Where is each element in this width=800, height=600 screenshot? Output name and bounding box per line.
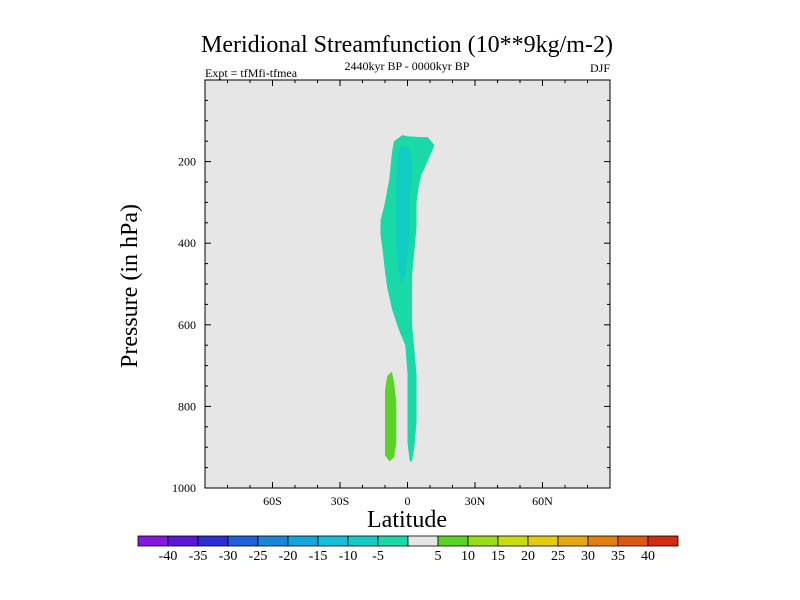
colorbar-label: 35 — [611, 549, 625, 564]
colorbar-label: 15 — [491, 549, 505, 564]
experiment-label: Expt = tfMfi-tfmea — [205, 66, 298, 80]
y-tick-label: 600 — [178, 318, 196, 332]
colorbar-box — [317, 535, 349, 547]
contour-region-negative-cell — [380, 135, 435, 462]
colorbar-label: 40 — [641, 549, 655, 564]
colorbar-box — [647, 535, 679, 547]
colorbar: -40 -35 -30 -25 -20 -15 -10 -5 5 10 15 20 25 30 35 40 — [137, 535, 679, 564]
x-tick-label: 0 — [405, 494, 411, 508]
colorbar-box — [137, 535, 169, 547]
contour-region-positive-cell — [385, 371, 397, 462]
colorbar-label: -40 — [159, 549, 178, 564]
y-axis-label: Pressure (in hPa) — [117, 204, 143, 368]
contour-region-negative-core — [396, 145, 412, 284]
colorbar-label: -10 — [339, 549, 358, 564]
plot-frame — [204, 79, 611, 489]
chart-title: Meridional Streamfunction (10**9kg/m-2) — [201, 32, 613, 58]
colorbar-label: 30 — [581, 549, 595, 564]
colorbar-label: 25 — [551, 549, 565, 564]
colorbar-label: -20 — [279, 549, 298, 564]
x-axis-label: Latitude — [367, 507, 447, 533]
colorbar-box — [257, 535, 289, 547]
x-tick-label: 30N — [465, 494, 486, 508]
x-tick-label: 30S — [331, 494, 350, 508]
colorbar-label: -5 — [372, 549, 384, 564]
y-tick-label: 800 — [178, 399, 196, 413]
y-tick-label: 1000 — [172, 481, 196, 495]
period-label: 2440kyr BP - 0000kyr BP — [345, 59, 470, 73]
colorbar-box — [287, 535, 319, 547]
axis-ticks: 60S 30S 0 30N 60N 200 400 600 800 1000 — [172, 80, 610, 508]
colorbar-box — [377, 535, 409, 547]
x-tick-label: 60S — [263, 494, 282, 508]
y-tick-label: 400 — [178, 236, 196, 250]
season-label: DJF — [590, 61, 610, 75]
colorbar-box — [497, 535, 529, 547]
colorbar-box — [617, 535, 649, 547]
colorbar-box — [407, 535, 439, 547]
colorbar-label: -15 — [309, 549, 328, 564]
contour-fills — [380, 135, 435, 462]
colorbar-box — [557, 535, 589, 547]
colorbar-label: 20 — [521, 549, 535, 564]
colorbar-box — [527, 535, 559, 547]
colorbar-label: -25 — [249, 549, 268, 564]
colorbar-box — [167, 535, 199, 547]
colorbar-box — [587, 535, 619, 547]
colorbar-box — [197, 535, 229, 547]
colorbar-box — [347, 535, 379, 547]
colorbar-label: 5 — [435, 549, 442, 564]
x-tick-label: 60N — [532, 494, 553, 508]
colorbar-label: 10 — [461, 549, 475, 564]
colorbar-box — [227, 535, 259, 547]
colorbar-label: -35 — [189, 549, 208, 564]
colorbar-box — [437, 535, 469, 547]
colorbar-box — [467, 535, 499, 547]
y-tick-label: 200 — [178, 155, 196, 169]
colorbar-label: -30 — [219, 549, 238, 564]
